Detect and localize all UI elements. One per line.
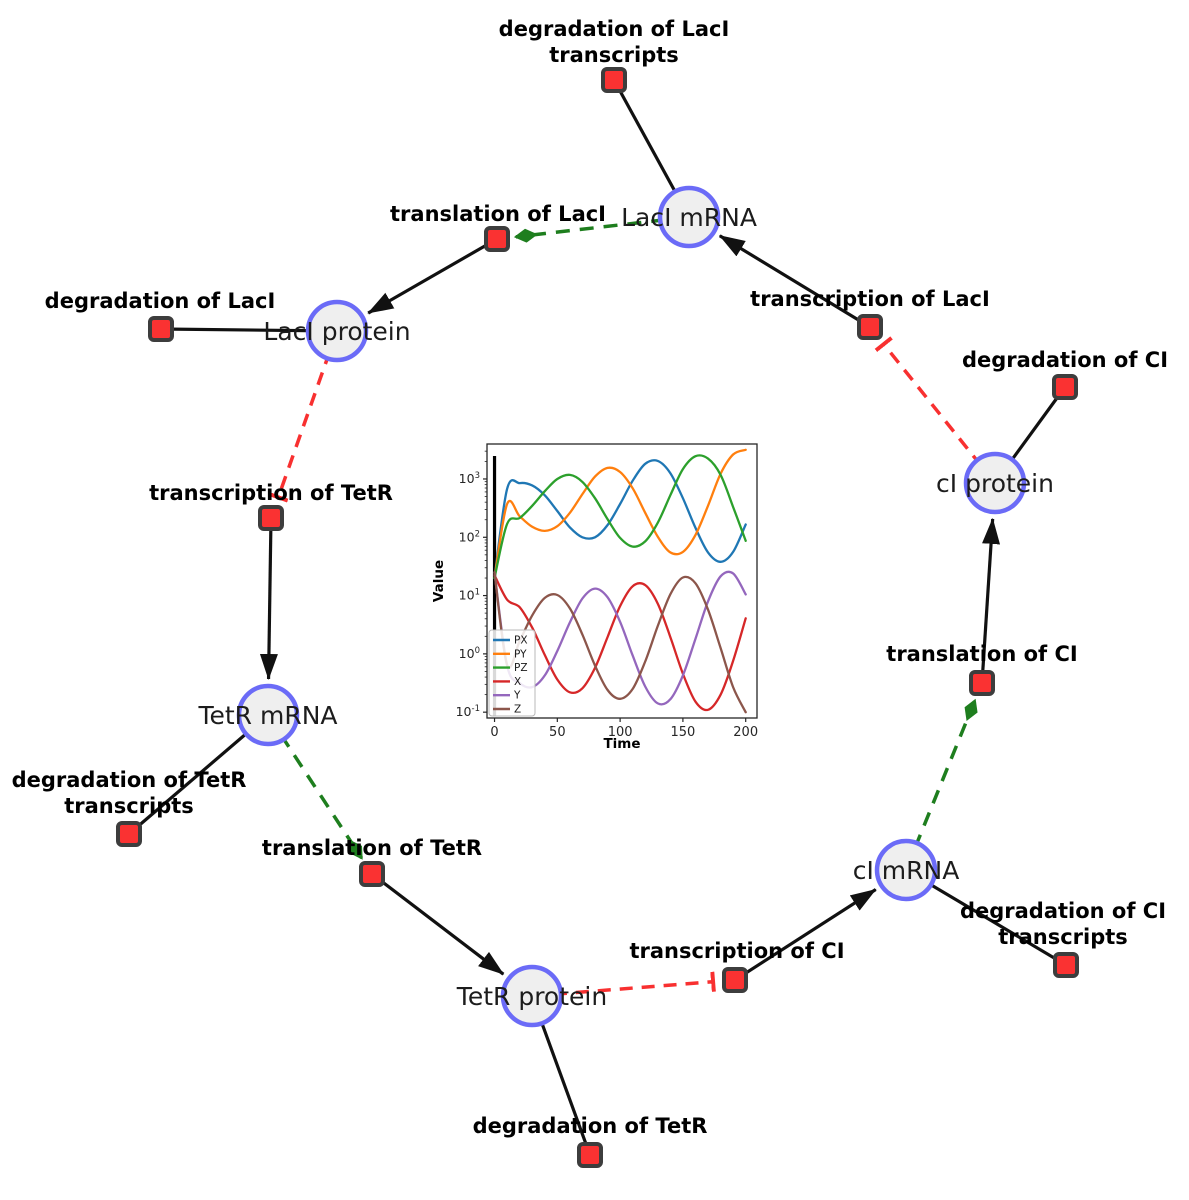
reaction-label-tx_ci: transcription of CI	[629, 939, 844, 963]
edge-product-transl_ci-ci_prot	[980, 517, 1001, 684]
reaction-label-deg_ci_tx-line2: transcripts	[998, 925, 1128, 949]
series-curve-X	[493, 574, 747, 712]
plot-ticks: 0 50 100 150 200 10-1 100 101 102 103	[456, 450, 758, 740]
y-tick-label: 10-1	[456, 704, 480, 719]
series-curve-PZ	[493, 454, 747, 580]
x-tick-label: 150	[670, 725, 695, 740]
legend-label-PZ: PZ	[514, 662, 528, 674]
species-node-tetr_prot[interactable]	[500, 964, 564, 1028]
y-tick-label: 100	[459, 646, 480, 661]
reaction-node-tx_ci[interactable]	[722, 967, 748, 993]
reaction-label-deg_laci: degradation of LacI	[45, 289, 276, 313]
reaction-node-deg_tetr_tx[interactable]	[116, 821, 142, 847]
y-tick-label: 102	[459, 529, 480, 544]
legend-label-Z: Z	[514, 704, 521, 716]
reaction-node-tx_tetr[interactable]	[258, 505, 284, 531]
y-tick-label: 103	[459, 471, 480, 486]
reaction-node-deg_ci_tx[interactable]	[1053, 952, 1079, 978]
species-label-ci_mrna: cI mRNA	[853, 856, 960, 885]
reaction-label-transl_ci: translation of CI	[886, 642, 1077, 666]
x-axis-label: Time	[603, 736, 640, 752]
species-node-ci_mrna[interactable]	[874, 838, 938, 902]
species-label-laci_prot: LacI protein	[263, 317, 410, 346]
legend-label-X: X	[514, 676, 521, 688]
reaction-label-tx_laci: transcription of LacI	[750, 287, 990, 311]
x-tick-label: 50	[549, 725, 566, 740]
series-curve-PX	[493, 459, 747, 580]
reaction-label-deg_ci: degradation of CI	[962, 348, 1168, 372]
x-tick-label: 200	[733, 725, 758, 740]
legend-label-PX: PX	[514, 635, 528, 647]
species-label-tetr_mrna: TetR mRNA	[197, 701, 337, 730]
species-node-ci_prot[interactable]	[963, 451, 1027, 515]
species-label-laci_mrna: LacI mRNA	[621, 203, 757, 232]
legend-label-Y: Y	[513, 690, 521, 702]
species-node-tetr_mrna[interactable]	[236, 683, 300, 747]
edge-product-tx_tetr-tetr_mrna	[259, 517, 278, 681]
species-node-laci_mrna[interactable]	[657, 185, 721, 249]
reaction-node-deg_tetr[interactable]	[577, 1142, 603, 1168]
nodes-layer	[116, 67, 1079, 1168]
reaction-node-deg_laci[interactable]	[148, 316, 174, 342]
reaction-label-deg_laci_tx-line1: degradation of LacI	[499, 17, 730, 41]
reaction-node-deg_ci[interactable]	[1052, 374, 1078, 400]
reaction-label-transl_laci: translation of LacI	[390, 202, 606, 226]
reaction-label-deg_laci_tx-line2: transcripts	[549, 43, 679, 67]
reaction-node-tx_laci[interactable]	[857, 314, 883, 340]
legend-label-PY: PY	[514, 648, 527, 660]
legend-box	[488, 629, 536, 717]
species-node-laci_prot[interactable]	[305, 299, 369, 363]
reaction-label-deg_tetr_tx-line2: transcripts	[64, 794, 194, 818]
species-label-ci_prot: cI protein	[936, 469, 1054, 498]
reaction-label-deg_tetr_tx-line1: degradation of TetR	[12, 768, 247, 792]
series-curve-Z	[493, 571, 747, 714]
reaction-node-transl_tetr[interactable]	[359, 861, 385, 887]
species-label-tetr_prot: TetR protein	[456, 982, 607, 1011]
reaction-label-deg_tetr: degradation of TetR	[473, 1114, 708, 1138]
edge-product-tx_ci-ci_mrna	[734, 888, 877, 982]
labels-layer: degradation of LacItranscriptstranslatio…	[12, 17, 1168, 1138]
reaction-node-deg_laci_tx[interactable]	[601, 67, 627, 93]
y-tick-label: 101	[459, 588, 480, 603]
edge-product-transl_laci-laci_prot	[367, 237, 498, 315]
edge-product-transl_tetr-tetr_prot	[371, 872, 505, 976]
reaction-label-tx_tetr: transcription of TetR	[149, 481, 393, 505]
x-tick-label: 0	[490, 725, 498, 740]
reaction-label-deg_ci_tx-line1: degradation of CI	[960, 899, 1166, 923]
reaction-node-transl_laci[interactable]	[484, 226, 510, 252]
reaction-label-transl_tetr: translation of TetR	[262, 836, 482, 860]
x-tick-label: 100	[608, 725, 633, 740]
reaction-node-transl_ci[interactable]	[969, 670, 995, 696]
y-axis-label: Value	[431, 560, 447, 602]
series-curve-PY	[493, 448, 747, 580]
edge-product-tx_laci-laci_mrna	[718, 234, 871, 329]
